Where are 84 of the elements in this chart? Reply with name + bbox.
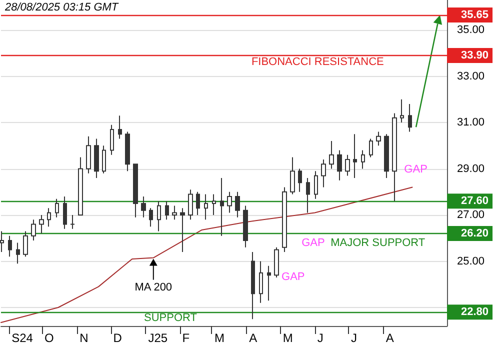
candlestick — [227, 191, 232, 214]
candlestick — [298, 168, 302, 192]
candlestick — [290, 156, 295, 195]
candlestick — [392, 112, 397, 202]
x-tick-label: M — [282, 331, 293, 345]
ref-line-label: 26.20 — [461, 228, 489, 240]
candlestick — [259, 260, 263, 304]
candlestick — [31, 219, 36, 241]
candlestick — [47, 208, 51, 228]
candlestick — [149, 208, 153, 228]
x-tick-label: A — [386, 331, 394, 345]
candlestick — [63, 196, 67, 230]
candlestick — [204, 194, 208, 220]
y-tick-label: 35.00 — [457, 24, 485, 36]
x-tick-label: J — [317, 331, 324, 345]
y-tick-label: 29.00 — [457, 162, 485, 175]
candlestick — [86, 136, 91, 174]
candlestick — [165, 200, 169, 220]
candlestick — [141, 196, 146, 218]
candlestick — [0, 230, 4, 253]
candlestick — [306, 178, 310, 214]
candlestick — [110, 124, 114, 156]
ref-line-label: 27.60 — [461, 195, 489, 208]
candlestick — [125, 131, 130, 172]
annotation: MAJOR SUPPORT — [330, 236, 426, 249]
y-tick-label: 27.00 — [457, 209, 485, 222]
candlestick — [212, 194, 216, 216]
candlestick — [408, 104, 412, 132]
candlestick — [282, 186, 287, 253]
x-tick-label: M — [214, 331, 225, 345]
candlestick — [376, 131, 381, 146]
candlestick — [180, 208, 185, 253]
x-tick-label: D — [113, 331, 122, 345]
ref-line-label: 33.90 — [461, 49, 489, 62]
candlestick — [321, 159, 326, 188]
candlestick — [55, 198, 59, 218]
candlestick — [361, 150, 365, 170]
candlestick — [220, 178, 224, 236]
annotation: FIBONACCI RESISTANCE — [251, 56, 384, 68]
candlestick — [102, 145, 106, 174]
candlestick — [172, 205, 177, 220]
candlestick — [353, 134, 357, 179]
candlestick — [345, 154, 350, 176]
candlestick — [94, 138, 99, 179]
annotation: GAP — [282, 271, 305, 284]
x-tick-label: A — [249, 331, 258, 345]
annotation: GAP — [302, 236, 325, 249]
candlestick — [39, 214, 44, 234]
candlestick — [384, 134, 389, 179]
series-label: MA 200 — [134, 281, 172, 294]
x-tick-label: J — [350, 331, 357, 345]
y-tick-label: 33.00 — [457, 70, 485, 82]
y-tick-label: 31.00 — [457, 116, 485, 129]
candlestick — [274, 246, 279, 278]
candlestick — [8, 235, 12, 258]
candlestick — [133, 164, 138, 218]
x-tick-label: O — [44, 331, 54, 345]
annotation: GAP — [404, 164, 428, 176]
candlestick — [23, 230, 28, 258]
x-tick-label: N — [80, 331, 88, 345]
candlestick — [157, 200, 161, 232]
candlestick — [235, 191, 240, 218]
candlestick — [188, 189, 193, 220]
candlestick — [196, 191, 200, 216]
candlestick — [314, 170, 318, 200]
x-tick-label: J25 — [148, 331, 168, 345]
ref-line-label: 35.65 — [461, 9, 489, 22]
y-tick-label: 25.00 — [457, 255, 485, 268]
candlestick — [337, 150, 342, 181]
candlestick — [70, 214, 75, 230]
candlestick — [400, 98, 404, 124]
x-tick-label: F — [182, 331, 190, 345]
ref-line-label: 22.80 — [461, 306, 489, 318]
x-tick-label: S24 — [12, 331, 34, 345]
candlestick — [16, 242, 20, 264]
candlestick — [251, 252, 255, 320]
candlestick — [118, 115, 122, 140]
candlestick — [369, 138, 373, 158]
candlestick — [267, 265, 271, 302]
candlestick — [243, 205, 248, 248]
candlestick — [329, 140, 334, 170]
annotation: 28/08/2025 03:15 GMT — [4, 2, 120, 14]
annotation: SUPPORT — [144, 312, 198, 324]
candlestick — [78, 156, 83, 216]
